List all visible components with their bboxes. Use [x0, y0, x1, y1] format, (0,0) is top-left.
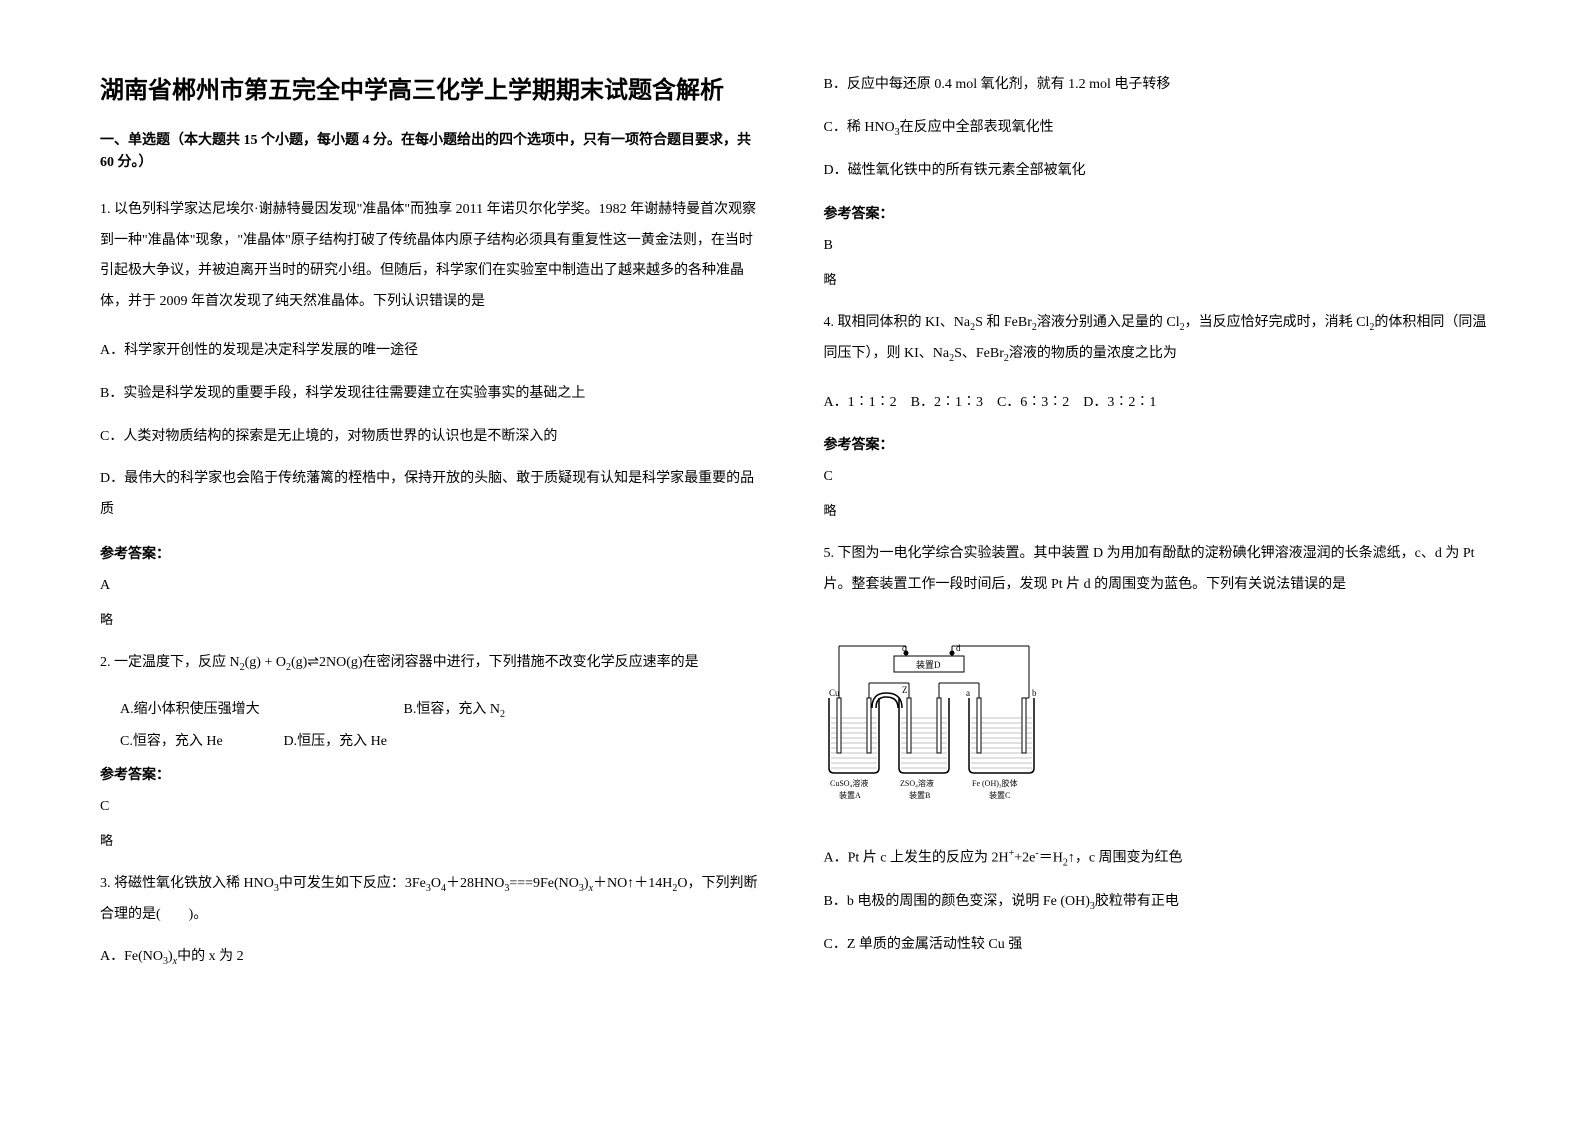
label-dev-b: 装置B — [909, 790, 930, 800]
question-4-text: 4. 取相同体积的 KI、Na2S 和 FeBr2溶液分别通入足量的 Cl2，当… — [824, 308, 1488, 370]
q5-option-c: C．Z 单质的金属活动性较 Cu 强 — [824, 930, 1488, 961]
q2-mid2: (g) — [291, 655, 307, 670]
label-cu: Cu — [829, 688, 840, 698]
electrochemistry-diagram: c d 装置D Cu Z a b — [824, 638, 1044, 818]
q3-option-c: C．稀 HNO3在反应中全部表现氧化性 — [824, 113, 1488, 144]
q5-diagram: c d 装置D Cu Z a b — [824, 638, 1488, 823]
label-sol-a: CuSO₄溶液 — [830, 778, 868, 788]
right-column: B．反应中每还原 0.4 mol 氧化剂，就有 1.2 mol 电子转移 C．稀… — [824, 70, 1488, 1052]
q3-option-a: A．Fe(NO3)x中的 x 为 2 — [100, 942, 764, 973]
label-sol-c: Fe (OH)₃胶体 — [972, 778, 1018, 788]
q3-option-d: D．磁性氧化铁中的所有铁元素全部被氧化 — [824, 156, 1488, 187]
q1-option-b: B．实验是科学发现的重要手段，科学发现往往需要建立在实验事实的基础之上 — [100, 379, 764, 410]
label-sol-b: ZSO₄溶液 — [900, 778, 934, 788]
question-1-text: 1. 以色列科学家达尼埃尔·谢赫特曼因发现"准晶体"而独享 2011 年诺贝尔化… — [100, 195, 764, 318]
q4-answer-label: 参考答案： — [824, 434, 1488, 454]
label-dev-c: 装置C — [989, 790, 1010, 800]
q3-a-suffix: 中的 x 为 2 — [177, 949, 244, 964]
label-b: b — [1032, 688, 1037, 698]
q2-answer-label: 参考答案： — [100, 764, 764, 784]
label-z: Z — [902, 685, 908, 695]
q1-answer: A — [100, 578, 764, 594]
q5-option-a: A．Pt 片 c 上发生的反应为 2H++2e-＝H2↑，c 周围变为红色 — [824, 843, 1488, 874]
q3-mid1: 中可发生如下反应：3Fe — [279, 876, 426, 891]
q1-answer-label: 参考答案： — [100, 543, 764, 563]
q1-option-d: D．最伟大的科学家也会陷于传统藩篱的桎梏中，保持开放的头脑、敢于质疑现有认知是科… — [100, 464, 764, 526]
q3-mid3: ＋28HNO — [446, 876, 504, 891]
label-c: c — [902, 643, 906, 653]
left-column: 湖南省郴州市第五完全中学高三化学上学期期末试题含解析 一、单选题（本大题共 15… — [100, 70, 764, 1052]
q2-options-row1: A.缩小体积使压强增大 B.恒容，充入 N2 — [100, 697, 764, 724]
q2-opt-b: B.恒容，充入 N2 — [404, 702, 505, 717]
q5-a-suffix: ↑，c 周围变为红色 — [1068, 851, 1183, 866]
q3-mid2: O — [431, 876, 441, 891]
q3-answer: B — [824, 238, 1488, 254]
question-3-text: 3. 将磁性氧化铁放入稀 HNO3中可发生如下反应：3Fe3O4＋28HNO3=… — [100, 869, 764, 931]
label-d: d — [956, 643, 961, 653]
label-dev-a: 装置A — [839, 790, 861, 800]
q3-mid4: ===9Fe(NO — [509, 876, 579, 891]
q5-option-b: B．b 电极的周围的颜色变深，说明 Fe (OH)3胶粒带有正电 — [824, 887, 1488, 918]
q4-mid5: S、FeBr — [954, 346, 1004, 361]
q5-a-mid2: ＝H — [1039, 851, 1063, 866]
q1-option-c: C．人类对物质结构的探索是无止境的，对物质世界的认识也是不断深入的 — [100, 422, 764, 453]
q4-mid3: ，当反应恰好完成时，消耗 Cl — [1185, 315, 1370, 330]
label-device-d: 装置D — [916, 659, 941, 670]
q3-prefix: 3. 将磁性氧化铁放入稀 HNO — [100, 876, 274, 891]
q4-brief: 略 — [824, 500, 1488, 519]
q2-opt-c: C.恒容，充入 He — [120, 729, 280, 754]
q3-c-prefix: C．稀 HNO — [824, 120, 895, 135]
question-2-text: 2. 一定温度下，反应 N2(g) + O2(g)⇌2NO(g)在密闭容器中进行… — [100, 648, 764, 679]
q4-mid2: 溶液分别通入足量的 Cl — [1037, 315, 1180, 330]
q2-brief: 略 — [100, 830, 764, 849]
q3-brief: 略 — [824, 269, 1488, 288]
q1-brief: 略 — [100, 609, 764, 628]
q3-c-suffix: 在反应中全部表现氧化性 — [900, 120, 1054, 135]
q5-a-prefix: A．Pt 片 c 上发生的反应为 2H — [824, 851, 1009, 866]
q4-mid6: 溶液的物质的量浓度之比为 — [1009, 346, 1177, 361]
q2-prefix: 2. 一定温度下，反应 N — [100, 655, 240, 670]
q2-arrow: ⇌ — [307, 655, 319, 670]
q1-option-a: A．科学家开创性的发现是决定科学发展的唯一途径 — [100, 336, 764, 367]
q2-mid3: 2NO(g)在密闭容器中进行，下列措施不改变化学反应速率的是 — [319, 655, 699, 670]
q2-opt-a: A.缩小体积使压强增大 — [120, 697, 400, 722]
document-title: 湖南省郴州市第五完全中学高三化学上学期期末试题含解析 — [100, 70, 764, 105]
q3-mid6: ＋NO↑＋14H — [593, 876, 672, 891]
q4-prefix: 4. 取相同体积的 KI、Na — [824, 315, 971, 330]
q5-b-suffix: 胶粒带有正电 — [1095, 894, 1179, 909]
q2-mid1: (g) + O — [245, 655, 286, 670]
q3-a-prefix: A．Fe(NO — [100, 949, 163, 964]
section-header: 一、单选题（本大题共 15 个小题，每小题 4 分。在每小题给出的四个选项中，只… — [100, 130, 764, 175]
q4-answer: C — [824, 469, 1488, 485]
q4-options: A．1∶1∶2 B．2∶1∶3 C．6∶3∶2 D．3∶2∶1 — [824, 388, 1488, 419]
q5-b-prefix: B．b 电极的周围的颜色变深，说明 Fe (OH) — [824, 894, 1090, 909]
question-5-text: 5. 下图为一电化学综合实验装置。其中装置 D 为用加有酚酞的淀粉碘化钾溶液湿润… — [824, 539, 1488, 601]
q4-mid1: S 和 FeBr — [975, 315, 1032, 330]
q5-a-mid: +2e — [1014, 851, 1035, 866]
label-a: a — [966, 688, 970, 698]
q3-answer-label: 参考答案： — [824, 203, 1488, 223]
q2-opt-d: D.恒压，充入 He — [284, 734, 387, 749]
q2-options-row2: C.恒容，充入 He D.恒压，充入 He — [100, 729, 764, 754]
q2-answer: C — [100, 799, 764, 815]
q3-option-b: B．反应中每还原 0.4 mol 氧化剂，就有 1.2 mol 电子转移 — [824, 70, 1488, 101]
